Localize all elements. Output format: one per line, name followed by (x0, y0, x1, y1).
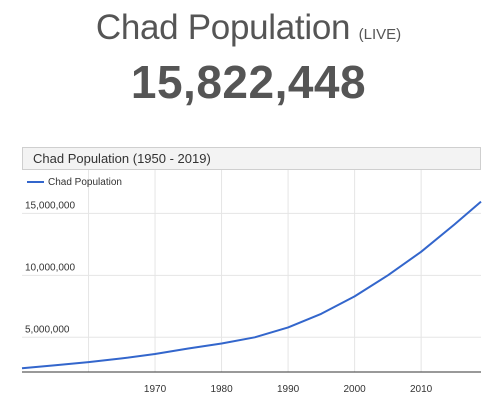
y-tick-label: 5,000,000 (25, 324, 70, 335)
y-tick-label: 10,000,000 (25, 262, 75, 273)
page-title: Chad Population (LIVE) (0, 8, 497, 48)
axis-layer: 1970 1980 1990 2000 2010 5,000,000 10,000,000 1… (22, 200, 481, 395)
series-layer (21, 200, 482, 370)
x-tick-label: 1980 (210, 384, 233, 395)
title-text: Chad Population (95, 8, 351, 47)
chart-title: Chad Population (1950 - 2019) (33, 151, 211, 166)
live-population-counter: 15,822,448 (130, 56, 367, 108)
live-tag: (LIVE) (358, 26, 402, 43)
legend: Chad Population (27, 177, 122, 188)
x-tick-label: 2010 (410, 384, 433, 395)
series-line (21, 200, 482, 370)
grid-layer (22, 170, 481, 372)
x-tick-label: 1970 (144, 384, 167, 395)
x-tick-label: 2000 (343, 384, 366, 395)
legend-label: Chad Population (48, 177, 122, 188)
chart-title-bar: Chad Population (1950 - 2019) (22, 147, 481, 170)
x-tick-label: 1990 (277, 384, 300, 395)
y-tick-label: 15,000,000 (25, 200, 75, 211)
